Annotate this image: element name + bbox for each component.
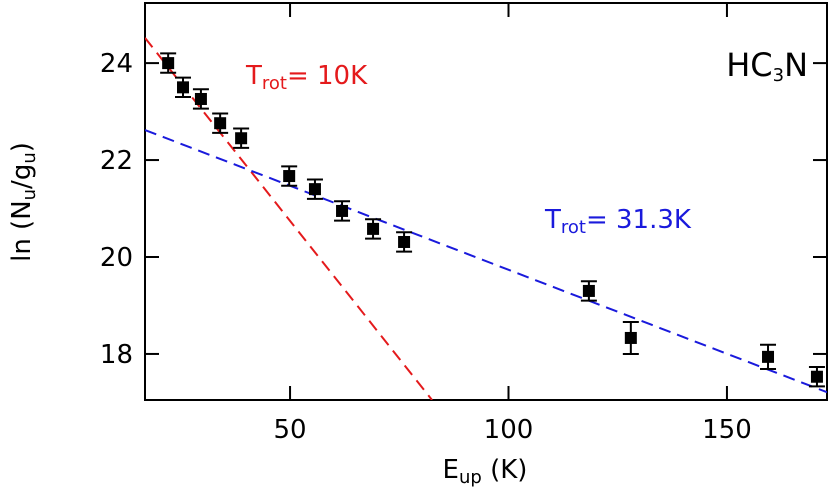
point: [336, 204, 349, 217]
fit-line: [145, 37, 433, 400]
point: [177, 81, 190, 94]
text-part: (K): [482, 455, 528, 485]
text-part: /g: [7, 164, 37, 189]
point: [810, 370, 823, 383]
y-tick-label: 20: [100, 243, 133, 273]
y-tick-label: 24: [100, 49, 133, 79]
text-part: T: [544, 205, 561, 235]
y-axis-label: ln (Nu/gu): [7, 142, 40, 262]
text-part: E: [443, 455, 459, 485]
text-part: ln (N: [7, 200, 37, 262]
x-tick-label: 150: [702, 415, 752, 445]
point: [308, 183, 321, 196]
text-part: = 10K: [287, 61, 368, 91]
text-part: up: [459, 467, 482, 488]
text-part: u: [19, 189, 40, 200]
series-label: HC3N: [726, 46, 808, 86]
text-part: ): [7, 142, 37, 152]
point: [162, 57, 175, 70]
text-part: 3: [773, 65, 784, 86]
point: [367, 222, 380, 235]
point: [624, 331, 637, 344]
point: [214, 117, 227, 130]
text-part: = 31.3K: [586, 205, 692, 235]
x-axis-label: Eup (K): [443, 455, 528, 488]
point: [194, 92, 207, 105]
fit-label: Trot= 31.3K: [544, 205, 692, 238]
text-part: rot: [561, 217, 586, 238]
point: [398, 235, 411, 248]
y-tick-label: 22: [100, 146, 133, 176]
fit-label: Trot= 10K: [245, 61, 368, 94]
text-part: HC: [726, 46, 772, 84]
fit-line: [145, 129, 827, 394]
text-part: T: [245, 61, 262, 91]
point: [762, 350, 775, 363]
text-part: rot: [262, 73, 287, 94]
x-tick-label: 50: [274, 415, 307, 445]
text-part: u: [19, 152, 40, 163]
point: [582, 284, 595, 297]
x-tick-label: 100: [484, 415, 534, 445]
plot-frame: [144, 2, 828, 401]
point: [283, 170, 296, 183]
text-part: N: [784, 46, 808, 84]
point: [235, 132, 248, 145]
y-tick-label: 18: [100, 340, 133, 370]
plot-area: [145, 37, 827, 400]
